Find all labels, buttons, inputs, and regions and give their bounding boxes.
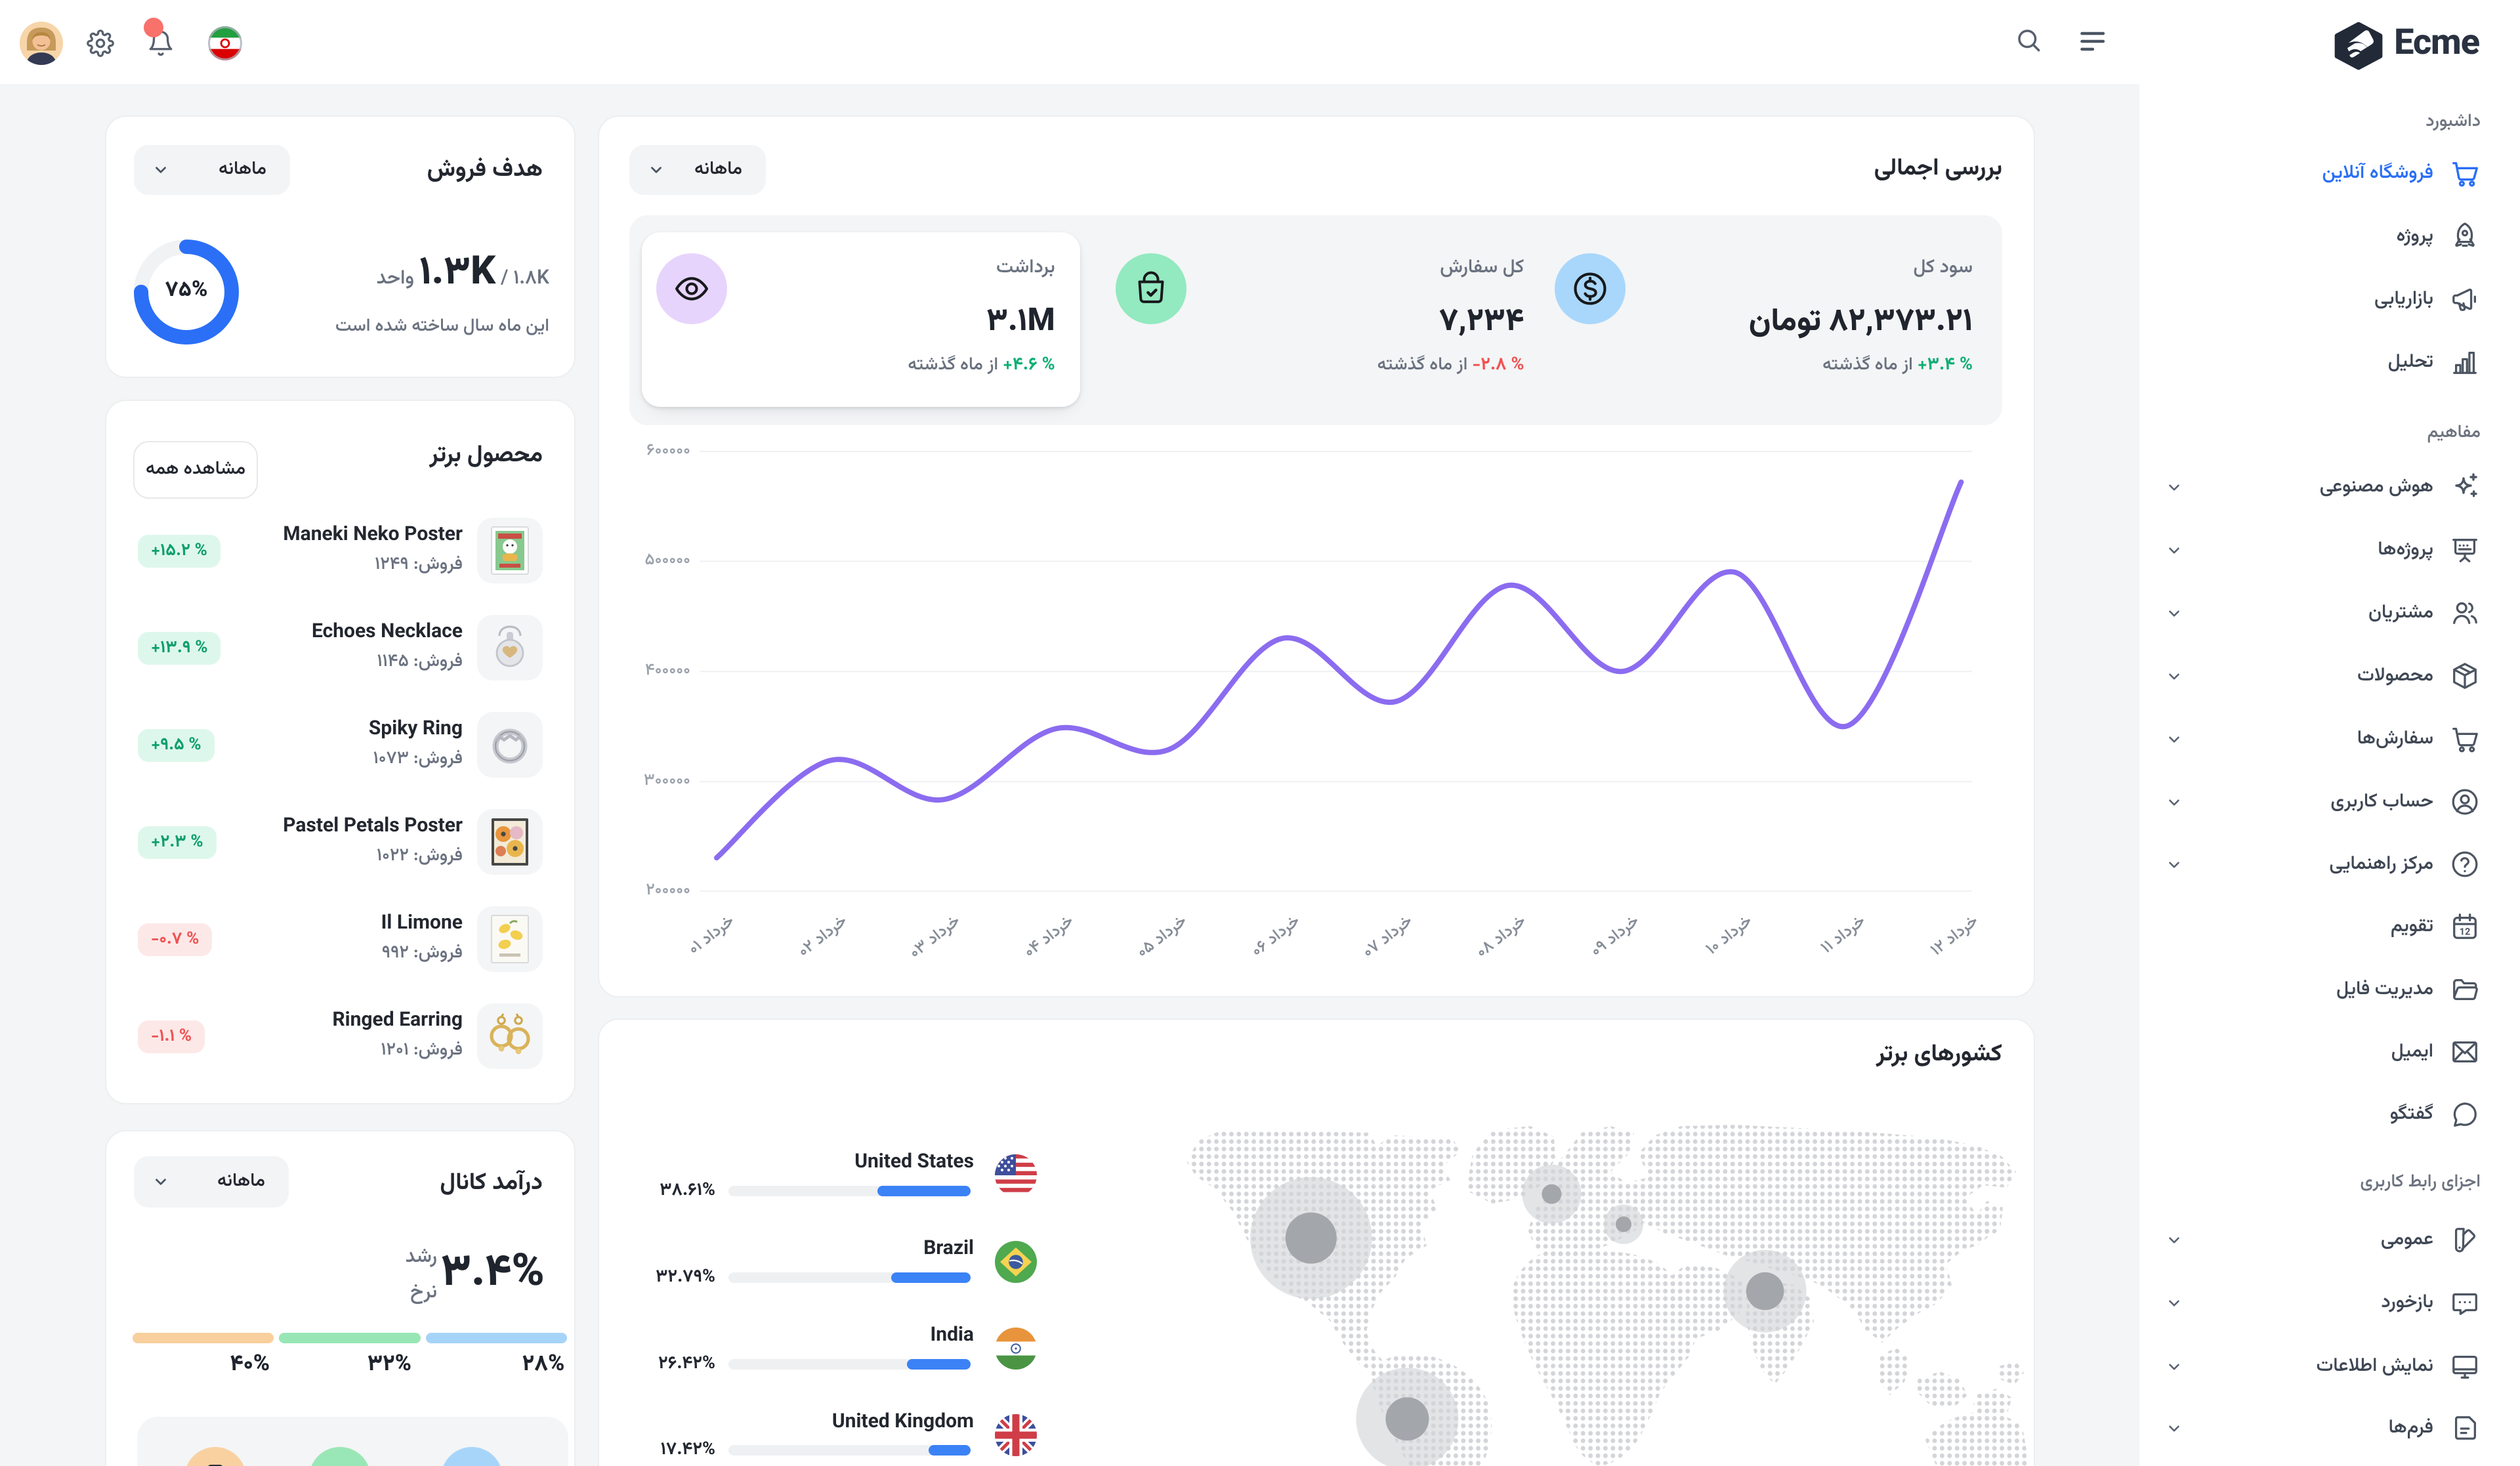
svg-text:12: 12 bbox=[2460, 925, 2471, 940]
